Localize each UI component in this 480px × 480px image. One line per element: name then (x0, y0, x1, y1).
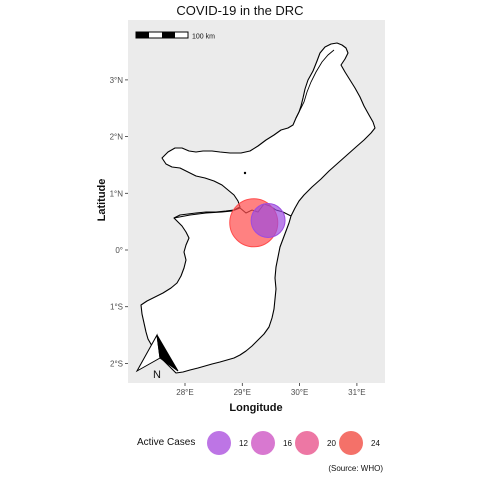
x-axis-title: Longitude (229, 402, 282, 414)
y-tick-label: 0° (115, 246, 123, 255)
legend-label: 24 (371, 439, 380, 448)
scale-bar-segment (162, 32, 175, 38)
lake-shore-line (295, 49, 335, 119)
y-tick-label: 3°N (110, 76, 124, 85)
legend-label: 16 (283, 439, 292, 448)
legend-key-circle (295, 431, 319, 455)
scale-bar-segment (136, 32, 149, 38)
legend-label: 20 (327, 439, 336, 448)
legend-item: 24 (339, 431, 399, 457)
map-title: COVID-19 in the DRC (176, 3, 304, 18)
x-tick-label: 28°E (176, 388, 193, 397)
legend-item: 12 (207, 431, 267, 457)
y-axis-ticks: 3°N 2°N 1°N 0° 1°S 2°S (110, 76, 128, 368)
legend-item: 16 (251, 431, 311, 457)
north-arrow-dark-half (156, 334, 179, 372)
legend: Active Cases 12 16 20 24 (0, 428, 480, 458)
y-tick-label: 2°N (110, 133, 124, 142)
x-tick-label: 31°E (348, 388, 365, 397)
y-tick-label: 1°N (110, 189, 124, 198)
x-tick-label: 29°E (234, 388, 251, 397)
scale-bar-label: 100 km (192, 34, 215, 41)
scale-bar: 100 km (135, 31, 215, 41)
y-axis-title: Latitude (96, 179, 108, 222)
legend-title: Active Cases (137, 437, 196, 448)
legend-key-circle (339, 431, 363, 455)
active-case-bubble (250, 203, 286, 238)
city-marker (243, 171, 247, 175)
legend-key-circle (207, 431, 231, 455)
north-arrow-label: N (153, 369, 161, 381)
north-arrow: N (135, 333, 179, 381)
axes: 28°E 29°E 30°E 31°E 3°N 2°N 1°N 0° 1°S 2°S Longi… (96, 76, 366, 414)
x-axis-ticks: 28°E 29°E 30°E 31°E (176, 383, 366, 397)
y-tick-label: 1°S (110, 303, 123, 312)
source-note: (Source: WHO) (328, 464, 383, 473)
legend-label: 12 (239, 439, 248, 448)
y-tick-label: 2°S (110, 359, 123, 368)
x-tick-label: 30°E (291, 388, 308, 397)
legend-item: 20 (295, 431, 355, 457)
legend-key-circle (251, 431, 275, 455)
active-case-bubbles (229, 198, 286, 248)
